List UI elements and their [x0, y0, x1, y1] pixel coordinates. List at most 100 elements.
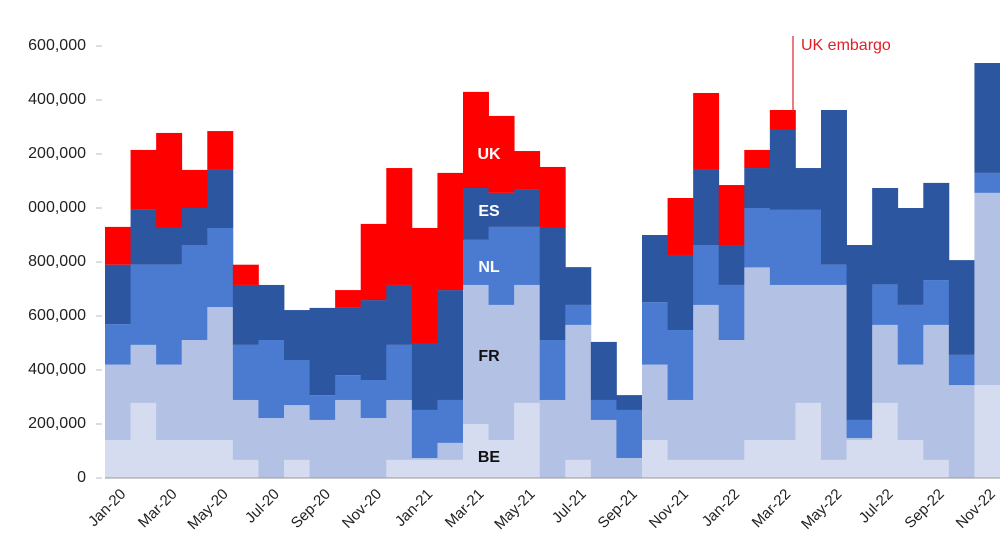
bar-segment [565, 324, 592, 460]
bar-segment [872, 402, 899, 478]
bar-segment [309, 395, 336, 420]
bar-segment [181, 244, 208, 341]
series-label: ES [478, 203, 500, 220]
x-tick-label: Mar-20 [135, 486, 181, 532]
bar-segment [565, 459, 592, 478]
bar-segment [667, 399, 694, 460]
bar-segment [284, 405, 310, 460]
bar-segment [718, 284, 745, 341]
bar-segment [974, 172, 1000, 193]
bar-segment [514, 402, 541, 478]
bar-segment [872, 284, 899, 325]
bar-segment [948, 260, 975, 355]
bar-segment [232, 344, 259, 400]
bar-segment [463, 188, 489, 240]
bar-segment [360, 379, 387, 419]
bar-segment [539, 166, 566, 228]
bar-segment [590, 341, 617, 400]
bar-segment [105, 264, 131, 325]
bar-segment [232, 399, 259, 460]
bar-segment [974, 385, 1000, 478]
bar-segment [897, 208, 924, 305]
bar-segment [437, 290, 464, 400]
bar-segment [360, 223, 387, 301]
x-tick-label: Jul-21 [549, 486, 590, 527]
bar-segment [411, 409, 438, 459]
bar-segment [693, 92, 720, 170]
bar-segment [488, 115, 515, 193]
bar-segment [105, 364, 131, 441]
bar-segment [872, 324, 899, 403]
bar-segment [642, 364, 668, 441]
x-tick-label: Nov-21 [646, 486, 692, 532]
y-tick-label: 200,000 [28, 415, 86, 432]
bar-segment [386, 284, 413, 345]
bar-segment [539, 340, 566, 400]
bar-segment [923, 182, 950, 281]
bar-segment [207, 440, 234, 478]
x-tick-label: May-22 [798, 486, 845, 533]
bar-segment [360, 418, 387, 478]
bar-segment [181, 169, 208, 208]
x-tick-label: Sep-22 [901, 486, 947, 532]
bar-segment [386, 459, 413, 478]
bar-segment [335, 307, 362, 376]
bar-segment [769, 109, 796, 130]
bar-segment [156, 364, 183, 441]
x-tick-label: Nov-20 [339, 486, 385, 532]
bar-segment [258, 340, 285, 419]
bar-segment [437, 459, 464, 478]
bar-segment [718, 244, 745, 285]
bar-segment [514, 284, 541, 403]
bar-segment [232, 264, 259, 285]
bar-segment [386, 168, 413, 285]
bar-segment [207, 227, 234, 308]
bar-segment [897, 440, 924, 478]
bar-segment [795, 168, 822, 210]
series-label: NL [478, 259, 500, 276]
bar-segment [463, 91, 489, 189]
bar-segment [284, 360, 310, 406]
x-tick-label: May-20 [184, 486, 231, 533]
series-label: FR [478, 348, 500, 365]
bar-segment [463, 424, 489, 478]
bar-segment [514, 189, 541, 227]
x-tick-label: Jan-22 [699, 486, 743, 530]
bar-segment [744, 149, 771, 169]
bar-segment [181, 440, 208, 478]
bar-segment [923, 280, 950, 325]
bar-segment [335, 290, 362, 308]
y-tick-label: 800,000 [28, 253, 86, 270]
bar-segment [744, 267, 771, 441]
bar-segment [437, 399, 464, 443]
bar-segment [207, 169, 234, 228]
bar-segment [693, 244, 720, 305]
x-tick-label: May-21 [491, 486, 538, 533]
bar-segment [514, 226, 541, 285]
bar-segment [514, 151, 541, 190]
bar-segment [974, 192, 1000, 386]
bar-segment [872, 188, 899, 285]
bar-segment [130, 264, 157, 345]
bar-segment [821, 264, 847, 285]
x-tick-label: Jul-22 [856, 486, 897, 527]
bar-segment [360, 300, 387, 380]
y-tick-label: 200,000 [28, 145, 86, 162]
bar-segment [616, 409, 643, 459]
bar-segment [795, 402, 822, 478]
bar-segment [156, 264, 183, 365]
bar-segment [488, 192, 515, 227]
bar-segment [693, 169, 720, 245]
bar-segment [437, 172, 464, 291]
bar-segment [846, 440, 873, 478]
bar-segment [948, 385, 975, 478]
bar-segment [105, 226, 131, 265]
bar-segment [667, 254, 694, 331]
bar-segment [821, 459, 847, 478]
bar-segment [258, 284, 285, 341]
bar-segment [232, 459, 259, 478]
bar-segment [846, 438, 873, 441]
bar-segment [411, 343, 438, 410]
bar-segment [897, 364, 924, 441]
